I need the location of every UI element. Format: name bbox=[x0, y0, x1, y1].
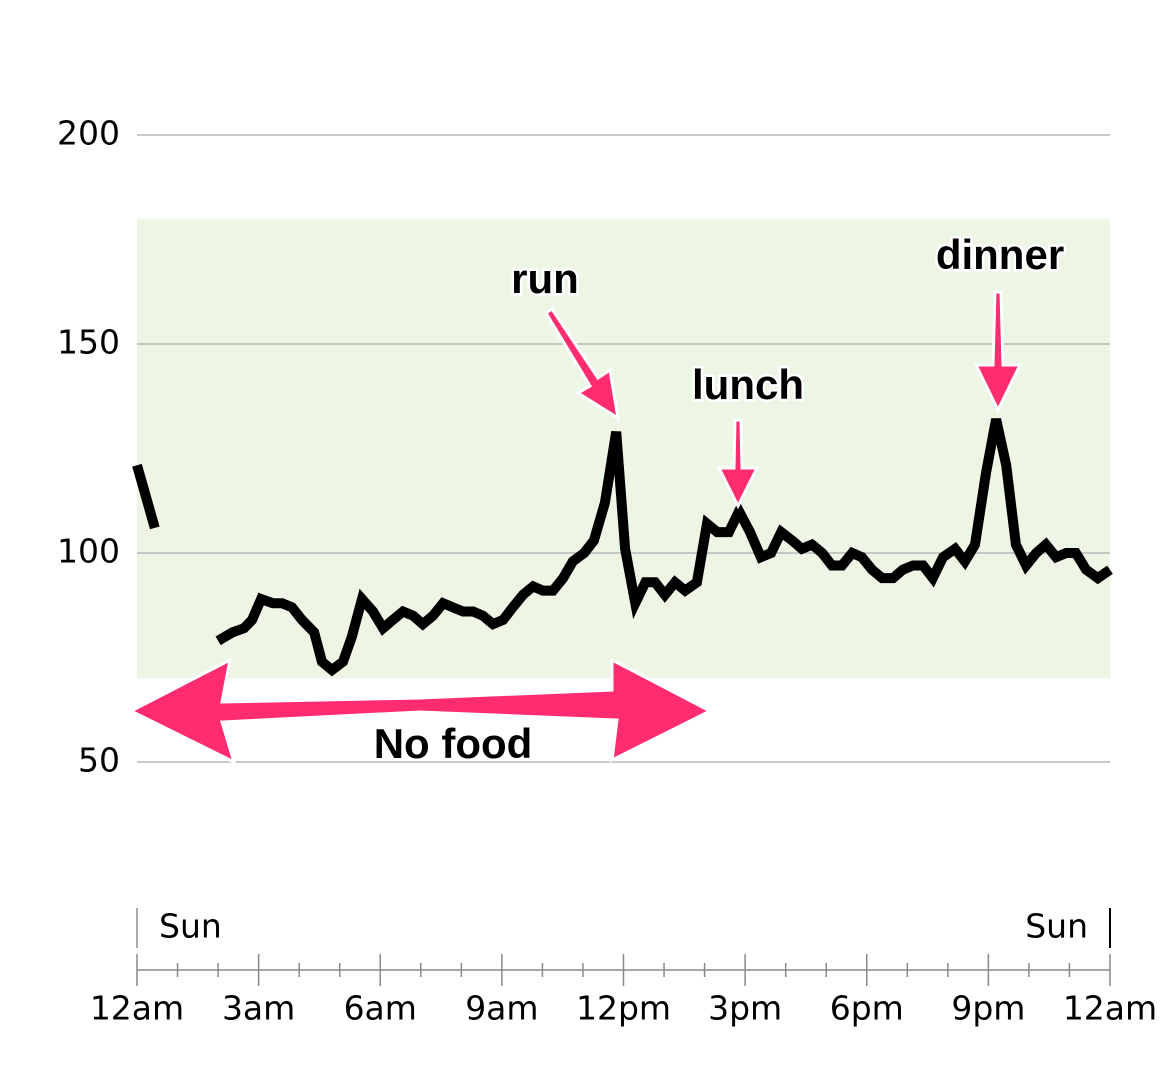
y-tick-label: 200 bbox=[57, 114, 120, 153]
y-tick-label: 100 bbox=[57, 532, 120, 571]
x-tick-label: 12am bbox=[1063, 989, 1157, 1028]
x-tick-label: 12pm bbox=[576, 989, 671, 1028]
day-label: Sun bbox=[159, 907, 222, 946]
x-tick-label: 6am bbox=[344, 989, 417, 1028]
x-tick-label: 12am bbox=[90, 989, 184, 1028]
day-label: Sun bbox=[1025, 907, 1088, 946]
x-tick-label: 9pm bbox=[951, 989, 1025, 1028]
x-tick-label: 6pm bbox=[830, 989, 904, 1028]
grid: 50 100 150 200 12am 3am 6am 9am 12pm 3pm 6pm 9pm 12a… bbox=[57, 114, 1157, 1028]
series bbox=[132, 418, 1113, 677]
x-tick-label: 3am bbox=[222, 989, 295, 1028]
target-range bbox=[137, 218, 1110, 679]
glucose-line bbox=[132, 418, 1113, 677]
x-tick-label: 3pm bbox=[708, 989, 782, 1028]
lunch-arrow bbox=[716, 418, 760, 510]
annotation-lunch: lunch bbox=[692, 361, 804, 408]
x-tick-label: 9am bbox=[465, 989, 538, 1028]
annotation-no-food: No food bbox=[374, 720, 533, 767]
y-tick-label: 50 bbox=[78, 741, 120, 780]
dinner-arrow bbox=[973, 290, 1023, 414]
y-tick-label: 150 bbox=[57, 323, 120, 362]
annotation-arrows bbox=[127, 290, 1023, 765]
run-arrow bbox=[543, 306, 621, 422]
annotations: run lunch dinner No food bbox=[371, 229, 1066, 770]
annotation-dinner: dinner bbox=[936, 231, 1064, 278]
annotation-run: run bbox=[511, 255, 579, 302]
no-food-arrow bbox=[127, 657, 714, 765]
plot-background bbox=[137, 218, 1110, 679]
